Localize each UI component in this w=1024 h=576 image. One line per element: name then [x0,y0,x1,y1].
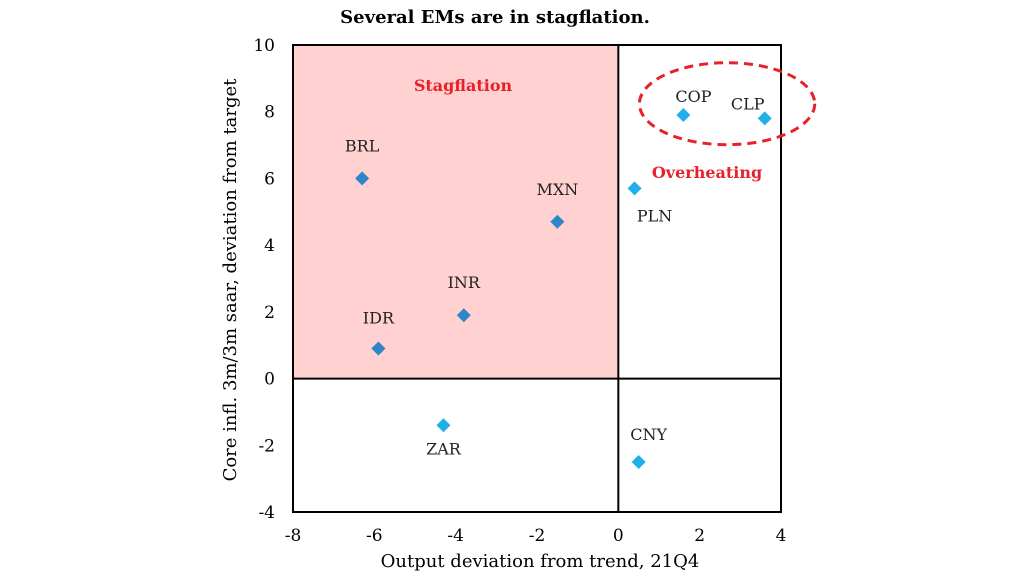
y-tick-label: -4 [258,503,275,523]
point-label-pln: PLN [637,206,672,225]
x-tick-label: -2 [529,526,546,546]
data-point-mxn [550,214,565,229]
x-tick-label: 0 [613,526,624,546]
data-point-zar [436,418,451,433]
y-tick-label: 8 [264,103,275,123]
plot-area: -8 -6 -4 -2 0 2 4 -4 -2 0 2 4 6 8 10 Stagflation Overhea… [253,36,817,546]
x-tick-label: 4 [776,526,787,546]
stagflation-region [293,45,619,379]
point-label-cny: CNY [630,425,667,444]
point-label-idr: IDR [363,309,395,328]
y-tick-label: 4 [264,236,275,256]
data-point-cop [676,108,691,123]
y-tick-label: 10 [253,36,275,56]
y-tick-label: -2 [258,436,275,456]
point-label-mxn: MXN [536,180,578,199]
stagflation-label: Stagflation [414,76,513,95]
point-label-cop: COP [675,87,711,106]
y-tick-label: 6 [264,169,275,189]
x-tick-label: -8 [285,526,302,546]
data-point-inr [456,308,471,323]
y-tick-label: 0 [264,370,275,390]
data-point-pln [627,181,642,196]
x-tick-label: -4 [447,526,464,546]
x-tick-label: 2 [694,526,705,546]
plot-border [292,44,782,513]
data-point-cny [631,454,646,469]
data-point-idr [371,341,386,356]
point-label-zar: ZAR [426,439,462,458]
data-point-brl [355,171,370,186]
chart-title: Several EMs are in stagflation. [340,7,650,28]
overheating-label: Overheating [652,163,762,182]
y-axis-label: Core infl. 3m/3m saar, deviation from ta… [220,78,241,482]
overheating-highlight-ellipse [637,61,817,147]
y-tick-label: 2 [264,303,275,323]
x-tick-label: -6 [366,526,383,546]
point-label-clp: CLP [731,94,765,113]
x-axis-label: Output deviation from trend, 21Q4 [381,551,700,572]
data-point-clp [757,111,772,126]
point-label-inr: INR [448,273,481,292]
point-label-brl: BRL [345,136,380,155]
